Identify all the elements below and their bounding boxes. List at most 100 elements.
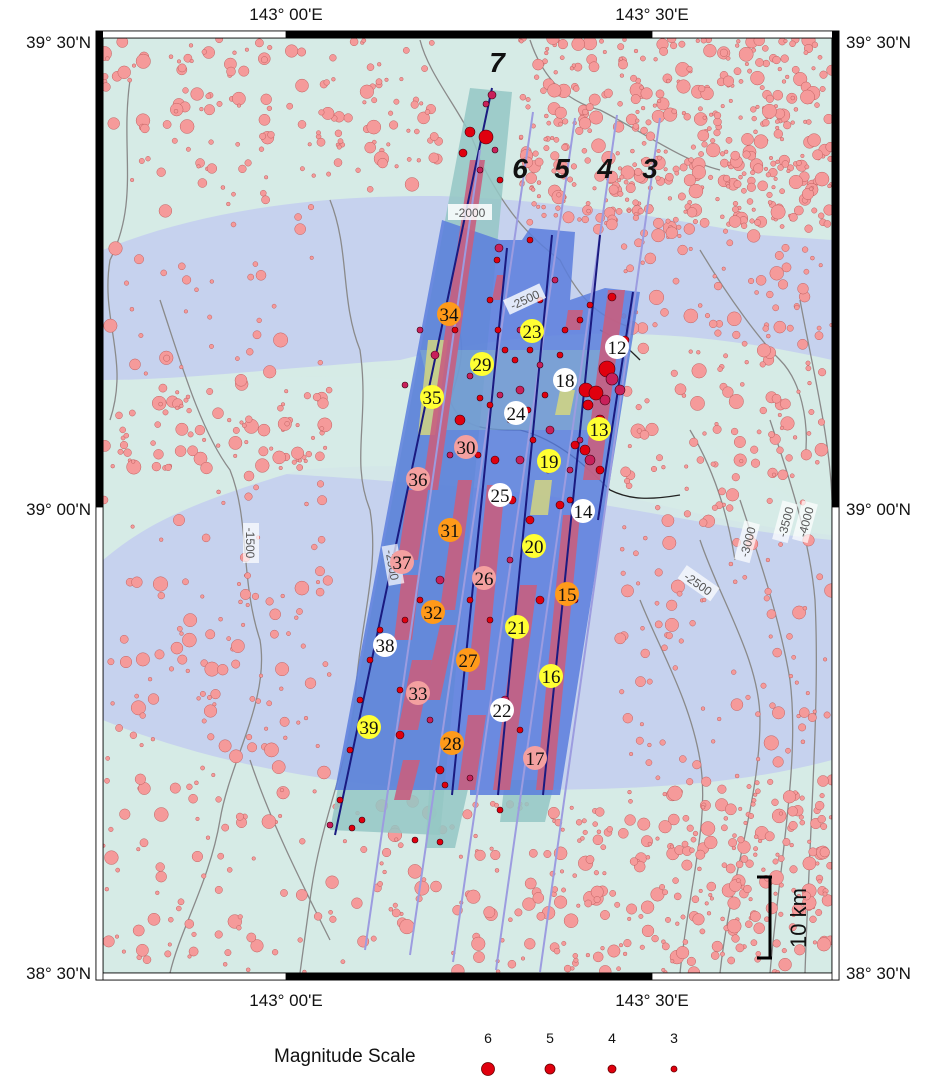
background-quake — [815, 861, 820, 866]
background-quake — [563, 913, 579, 928]
map-frame — [95, 30, 840, 981]
background-quake — [724, 803, 737, 816]
background-quake — [711, 504, 718, 511]
background-quake — [203, 704, 218, 718]
background-quake — [246, 932, 257, 943]
background-quake — [632, 199, 639, 206]
background-quake — [786, 633, 793, 640]
background-quake — [726, 504, 734, 512]
background-quake — [581, 215, 589, 224]
background-quake — [270, 629, 279, 639]
magnitude-legend: Magnitude Scale 6 5 4 3 — [274, 1030, 678, 1076]
background-quake — [410, 100, 419, 109]
survey-quake — [579, 444, 591, 456]
background-quake — [616, 966, 621, 972]
background-quake — [755, 951, 762, 957]
background-quake — [490, 849, 501, 861]
background-quake — [741, 187, 747, 194]
background-quake — [789, 40, 796, 48]
background-quake — [733, 67, 742, 76]
background-quake — [802, 605, 808, 611]
background-quake — [253, 484, 259, 491]
background-quake — [231, 659, 241, 669]
survey-quake — [614, 384, 626, 396]
background-quake — [280, 889, 288, 897]
background-quake — [619, 689, 625, 695]
station-label: 27 — [459, 651, 478, 672]
background-quake — [258, 146, 265, 152]
survey-quake — [486, 296, 494, 304]
background-quake — [561, 940, 567, 946]
profile-line-extra-west — [364, 149, 481, 951]
background-quake — [737, 836, 745, 844]
background-quake — [104, 887, 109, 892]
survey-quake — [588, 385, 604, 401]
background-quake — [753, 852, 758, 857]
background-quake — [245, 602, 250, 608]
background-quake — [753, 38, 765, 47]
background-quake — [688, 246, 693, 251]
profile-line-3-dark — [597, 291, 634, 521]
background-quake — [639, 944, 645, 950]
background-quake — [600, 946, 605, 951]
survey-quake — [466, 372, 474, 380]
background-quake — [810, 255, 815, 261]
background-quake — [738, 79, 744, 84]
background-quake — [103, 73, 109, 81]
background-quake — [317, 397, 329, 409]
background-quake — [317, 765, 331, 780]
background-quake — [295, 78, 309, 93]
background-quake — [762, 59, 770, 68]
background-quake — [713, 111, 722, 120]
background-quake — [201, 873, 207, 879]
background-quake — [130, 700, 146, 716]
background-quake — [794, 944, 806, 956]
background-quake — [340, 959, 346, 965]
background-quake — [473, 951, 485, 963]
background-quake — [399, 77, 404, 82]
survey-quake — [416, 326, 424, 334]
background-quake — [767, 778, 774, 785]
background-quake — [264, 742, 279, 758]
background-quake — [819, 86, 826, 92]
background-quake — [241, 622, 246, 627]
background-quake — [266, 105, 273, 112]
background-quake — [240, 588, 251, 600]
background-quake — [819, 847, 830, 858]
background-quake — [771, 808, 787, 824]
station-label: 28 — [443, 734, 462, 755]
background-quake — [297, 47, 307, 57]
background-quake — [103, 495, 109, 505]
background-quake — [710, 951, 720, 960]
station-26: 26 — [472, 566, 496, 590]
background-quake — [194, 424, 206, 436]
background-quake — [754, 290, 759, 295]
survey-quake — [526, 236, 534, 244]
legend-mag-4: 4 — [608, 1030, 616, 1046]
background-quake — [375, 78, 383, 86]
station-label: 35 — [423, 388, 442, 409]
background-quake — [785, 74, 790, 80]
background-quake — [766, 191, 773, 198]
station-label: 39 — [360, 718, 379, 739]
background-quake — [618, 828, 629, 839]
background-quake — [532, 892, 545, 904]
background-quake — [787, 806, 798, 817]
background-quake — [544, 113, 549, 119]
background-quake — [110, 464, 115, 469]
background-quake — [774, 251, 784, 260]
background-quake — [399, 919, 415, 935]
background-quake — [783, 38, 788, 44]
background-quake — [235, 812, 244, 821]
background-quake — [753, 922, 765, 934]
background-quake — [138, 333, 144, 338]
survey-quake — [556, 351, 564, 359]
station-marker — [373, 633, 397, 657]
background-quake — [676, 79, 691, 94]
station-34: 34 — [437, 302, 461, 326]
background-quake — [811, 66, 816, 71]
background-quake — [421, 65, 428, 72]
background-quake — [684, 464, 689, 469]
background-quake — [371, 97, 378, 104]
background-quake — [151, 461, 162, 472]
